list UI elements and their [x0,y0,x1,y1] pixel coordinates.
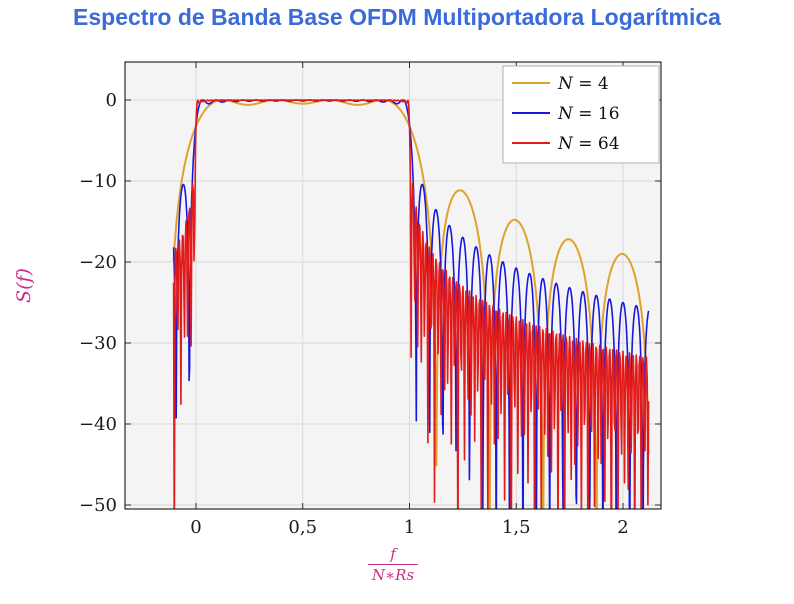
x-axis-label-numerator: f [390,545,396,563]
legend: N = 4 N = 16 N = 64 [502,65,660,164]
y-tick-label: −40 [79,414,117,435]
y-tick-label: −20 [79,252,117,273]
legend-entry-N-4: N = 4 [557,74,609,94]
x-tick-label: 0 [190,517,201,538]
x-tick-label: 0,5 [288,517,317,538]
y-tick-label: −30 [79,333,117,354]
x-tick-label: 1 [404,517,415,538]
axis-box [124,61,662,510]
y-tick-label: 0 [106,90,117,111]
legend-entry-N-64: N = 64 [557,134,620,154]
x-axis-label: f N∗Rs [367,545,419,584]
series-paths [172,99,650,509]
x-tick-label: 2 [617,517,628,538]
x-tick-label: 1,5 [502,517,531,538]
legend-entry-N-16: N = 16 [557,104,620,124]
y-axis-label: S(f) [13,268,35,303]
y-tick-label: −50 [79,495,117,516]
plot-border [124,61,662,510]
axis-ticks [125,62,661,509]
series-line-N-4 [172,99,650,509]
x-axis-label-denominator: N∗Rs [367,564,419,584]
series-line-N-64 [172,99,650,509]
y-tick-label: −10 [79,171,117,192]
axis-labels: 0 0,5 1 1,5 2 0 −10 −20 −30 −40 −50 S(f) [13,90,629,538]
chart-title: Espectro de Banda Base OFDM Multiportado… [73,4,721,30]
